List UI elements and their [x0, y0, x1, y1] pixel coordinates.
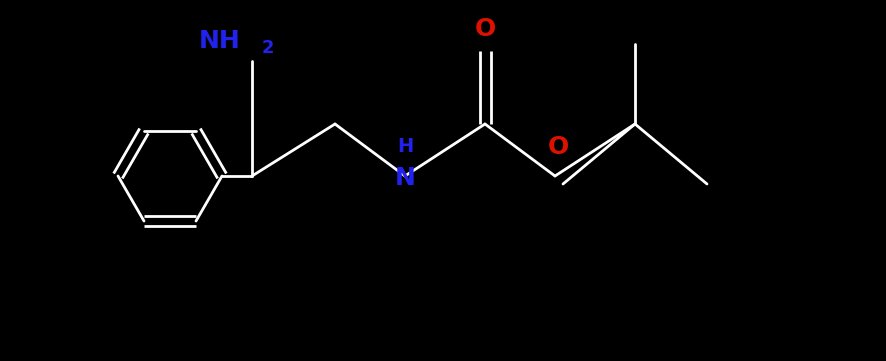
- Text: N: N: [394, 166, 416, 190]
- Text: NH: NH: [198, 29, 240, 53]
- Text: O: O: [474, 17, 495, 41]
- Text: 2: 2: [261, 39, 274, 57]
- Text: O: O: [548, 135, 569, 159]
- Text: H: H: [397, 137, 413, 156]
